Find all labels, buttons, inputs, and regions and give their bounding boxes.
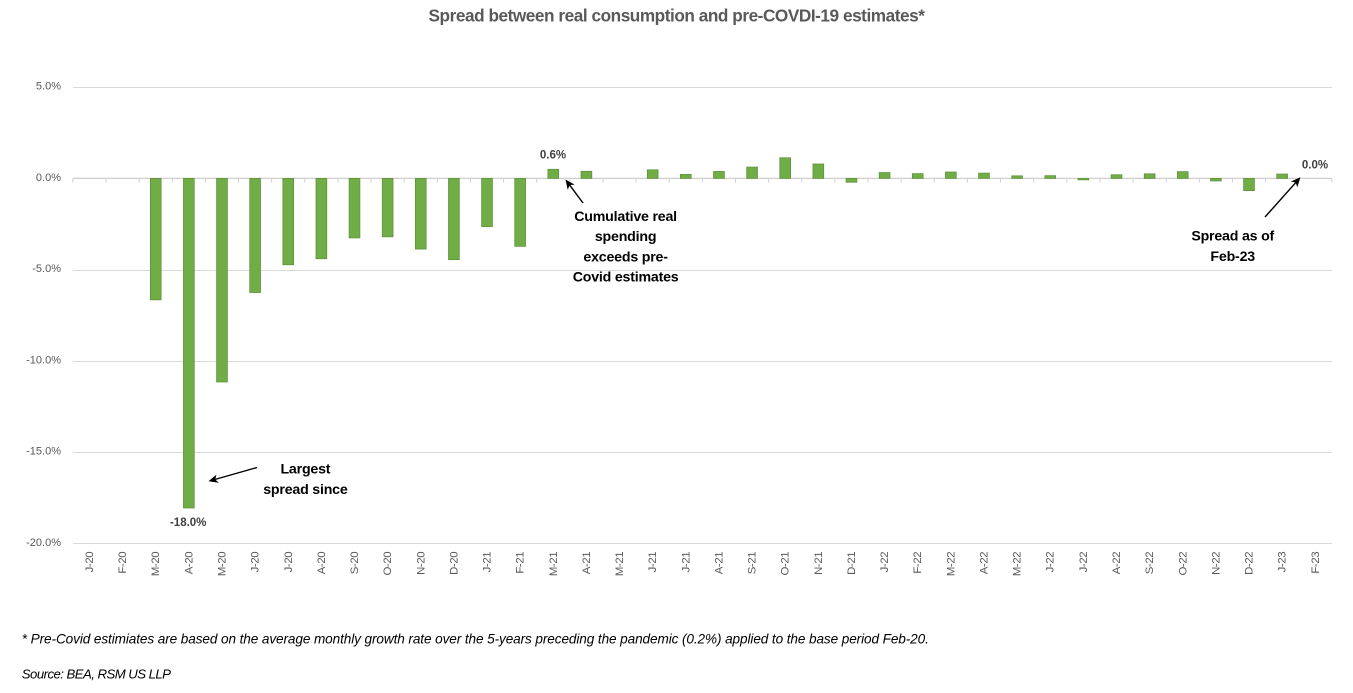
svg-text:5.0%: 5.0%	[36, 81, 61, 93]
svg-text:D-22: D-22	[1244, 552, 1256, 575]
svg-text:* Pre-Covid estimiates are bas: * Pre-Covid estimiates are based on the …	[22, 632, 929, 647]
svg-text:F-21: F-21	[515, 552, 527, 574]
svg-text:S-22: S-22	[1144, 552, 1156, 575]
svg-text:O-20: O-20	[382, 552, 394, 576]
svg-text:S-20: S-20	[349, 552, 361, 575]
svg-text:Spread between real consumptio: Spread between real consumption and pre-…	[429, 6, 926, 26]
svg-text:J-22: J-22	[879, 552, 891, 573]
svg-text:J-22: J-22	[1045, 552, 1057, 573]
svg-text:F-23: F-23	[1310, 552, 1322, 574]
svg-text:spending: spending	[595, 229, 656, 245]
svg-text:N-22: N-22	[1210, 552, 1222, 575]
svg-text:J-22: J-22	[1078, 552, 1090, 573]
svg-text:J-23: J-23	[1277, 552, 1289, 573]
svg-text:M-22: M-22	[1012, 552, 1024, 576]
svg-text:-5.0%: -5.0%	[32, 263, 61, 275]
svg-text:O-22: O-22	[1177, 552, 1189, 576]
svg-text:S-21: S-21	[747, 552, 759, 575]
svg-text:-15.0%: -15.0%	[26, 446, 61, 458]
svg-text:-20.0%: -20.0%	[26, 537, 61, 549]
svg-text:0.6%: 0.6%	[540, 150, 566, 162]
svg-text:exceeds pre-: exceeds pre-	[583, 249, 668, 265]
svg-text:J-21: J-21	[680, 552, 692, 573]
svg-text:O-21: O-21	[780, 552, 792, 576]
svg-text:J-21: J-21	[482, 552, 494, 573]
svg-text:F-20: F-20	[117, 552, 129, 574]
svg-text:N-21: N-21	[813, 552, 825, 575]
svg-text:A-21: A-21	[581, 552, 593, 575]
svg-text:J-20: J-20	[283, 552, 295, 573]
svg-text:Covid estimates: Covid estimates	[573, 270, 679, 286]
svg-text:D-21: D-21	[846, 552, 858, 575]
svg-text:M-21: M-21	[548, 552, 560, 576]
svg-text:J-21: J-21	[647, 552, 659, 573]
svg-text:D-20: D-20	[448, 552, 460, 575]
svg-text:Largest: Largest	[280, 461, 330, 477]
svg-text:M-20: M-20	[216, 552, 228, 576]
svg-text:M-21: M-21	[614, 552, 626, 576]
svg-text:0.0%: 0.0%	[1302, 159, 1328, 171]
svg-text:M-20: M-20	[150, 552, 162, 576]
svg-text:A-20: A-20	[316, 552, 328, 575]
svg-text:-10.0%: -10.0%	[26, 354, 61, 366]
svg-text:A-20: A-20	[183, 552, 195, 575]
svg-text:spread since: spread since	[263, 482, 348, 498]
svg-text:Spread as of: Spread as of	[1191, 229, 1274, 245]
svg-text:M-22: M-22	[945, 552, 957, 576]
svg-text:-18.0%: -18.0%	[170, 517, 206, 529]
svg-text:0.0%: 0.0%	[36, 172, 61, 184]
svg-text:J-20: J-20	[84, 552, 96, 573]
svg-text:Feb-23: Feb-23	[1210, 249, 1255, 265]
svg-text:J-20: J-20	[250, 552, 262, 573]
svg-text:Cumulative real: Cumulative real	[574, 209, 677, 225]
svg-text:F-22: F-22	[912, 552, 924, 574]
svg-text:A-21: A-21	[713, 552, 725, 575]
svg-text:A-22: A-22	[978, 552, 990, 575]
svg-text:Source: BEA, RSM US LLP: Source: BEA, RSM US LLP	[22, 666, 171, 681]
svg-text:A-22: A-22	[1111, 552, 1123, 575]
svg-text:N-20: N-20	[415, 552, 427, 575]
